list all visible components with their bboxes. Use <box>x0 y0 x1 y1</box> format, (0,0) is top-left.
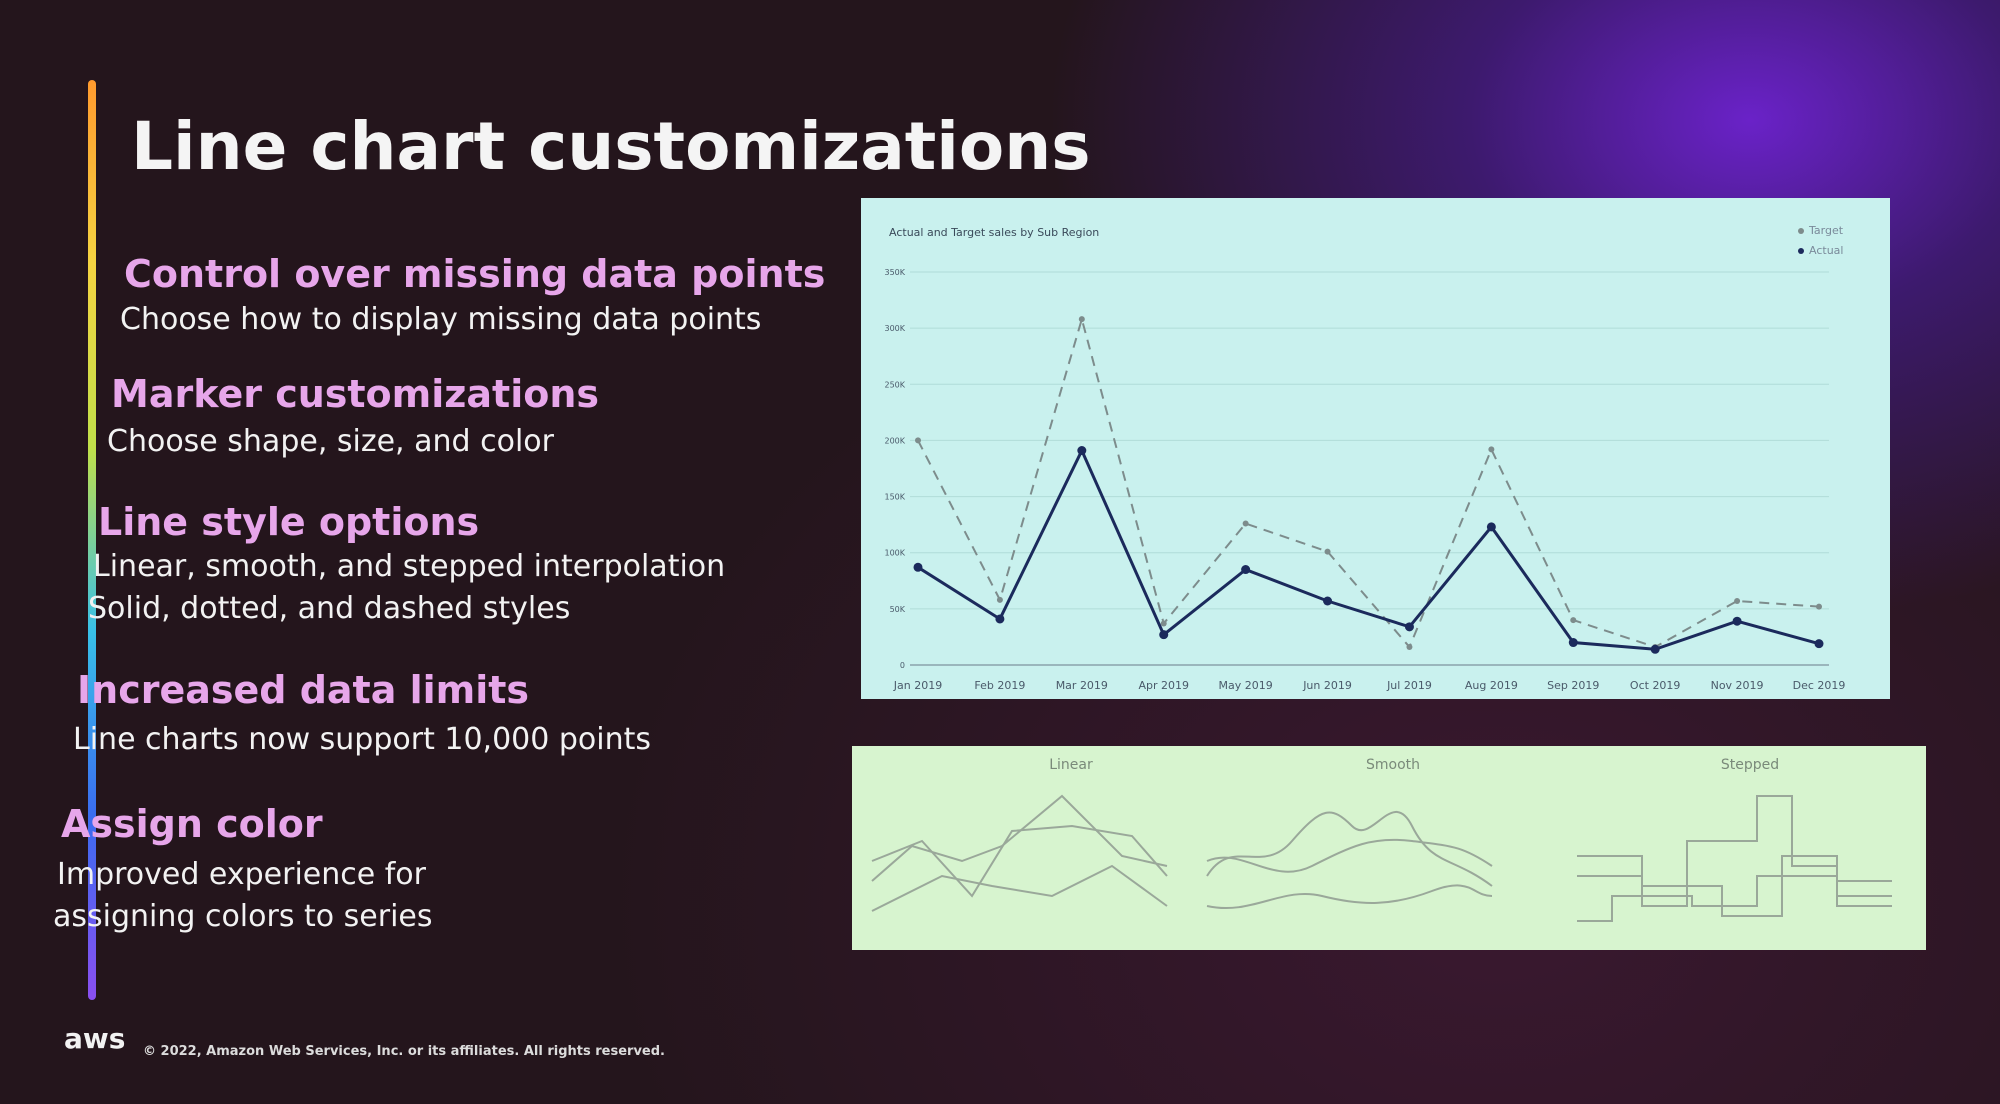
x-tick-label: Aug 2019 <box>1465 679 1518 692</box>
illustration-line <box>871 864 1168 912</box>
x-tick-label: Feb 2019 <box>974 679 1025 692</box>
chart-title: Actual and Target sales by Sub Region <box>889 226 1099 239</box>
legend-marker <box>1798 228 1804 234</box>
data-point <box>1404 622 1414 632</box>
x-tick-label: May 2019 <box>1219 679 1273 692</box>
series-line <box>917 446 1820 651</box>
data-point <box>915 437 921 444</box>
x-tick-label: Sep 2019 <box>1547 679 1599 692</box>
data-point <box>1734 597 1741 604</box>
data-point <box>1324 548 1331 555</box>
x-tick-label: Apr 2019 <box>1138 679 1189 692</box>
logo: aws <box>64 1022 126 1055</box>
data-point <box>1732 616 1742 626</box>
data-point <box>1241 565 1251 575</box>
data-point <box>1242 520 1249 527</box>
y-tick-label: 250K <box>884 380 905 389</box>
data-point <box>1570 617 1577 624</box>
illustration-line <box>1577 875 1892 922</box>
copyright: © 2022, Amazon Web Services, Inc. or its… <box>143 1044 665 1059</box>
x-tick-label: Jul 2019 <box>1386 679 1432 692</box>
x-tick-label: Mar 2019 <box>1056 679 1108 692</box>
data-point <box>1077 446 1087 456</box>
data-point <box>1486 522 1496 532</box>
data-point <box>1488 446 1495 453</box>
data-point <box>1814 639 1824 649</box>
data-point <box>1323 596 1333 606</box>
legend-label: Actual <box>1809 244 1843 257</box>
data-point <box>1159 630 1169 640</box>
feature-text: Line charts now support 10,000 points <box>73 722 652 757</box>
illustration-line <box>1206 884 1493 910</box>
slide-title: Line chart customizations <box>131 108 1091 185</box>
x-tick-label: Jan 2019 <box>893 679 942 692</box>
x-tick-label: Oct 2019 <box>1630 679 1681 692</box>
y-tick-label: 200K <box>884 436 905 445</box>
illustration-line <box>871 794 1168 882</box>
y-tick-label: 50K <box>890 605 906 614</box>
feature-heading: Marker customizations <box>111 372 600 416</box>
illustration-line <box>871 824 1168 898</box>
feature-text: Linear, smooth, and stepped interpolatio… <box>93 549 726 584</box>
interpolation-panel: Linear Smooth Stepped <box>852 746 1926 950</box>
illustration-line <box>1206 838 1493 873</box>
data-point <box>1406 644 1413 651</box>
y-tick-label: 300K <box>884 324 905 333</box>
feature-text: Improved experience for <box>57 857 426 892</box>
illustration-line <box>1577 795 1892 907</box>
feature-heading: Control over missing data points <box>124 252 826 296</box>
data-point <box>995 614 1005 624</box>
illustration-line <box>1206 810 1493 887</box>
x-tick-label: Jun 2019 <box>1302 679 1352 692</box>
data-point <box>913 562 923 572</box>
feature-text: Solid, dotted, and dashed styles <box>88 591 571 626</box>
feature-heading: Increased data limits <box>77 668 530 712</box>
feature-text: assigning colors to series <box>53 899 433 934</box>
x-tick-label: Nov 2019 <box>1711 679 1764 692</box>
panel-label: Smooth <box>1366 757 1420 773</box>
feature-heading: Assign color <box>61 802 323 846</box>
y-tick-label: 100K <box>884 549 905 558</box>
panel-label: Stepped <box>1721 757 1779 773</box>
x-tick-label: Dec 2019 <box>1793 679 1846 692</box>
feature-text: Choose how to display missing data point… <box>120 302 762 337</box>
data-point <box>1160 620 1167 627</box>
data-point <box>996 596 1003 603</box>
y-tick-label: 350K <box>884 268 905 277</box>
series-line <box>917 315 1820 649</box>
y-tick-label: 150K <box>884 493 905 502</box>
legend-label: Target <box>1808 224 1844 237</box>
data-point <box>1568 638 1578 648</box>
feature-heading: Line style options <box>98 500 480 544</box>
feature-text: Choose shape, size, and color <box>107 424 554 459</box>
panel-label: Linear <box>1049 757 1093 773</box>
accent-bar <box>88 80 96 1000</box>
chart: Actual and Target sales by Sub Region 0 5… <box>861 198 1890 699</box>
data-point <box>1650 644 1660 654</box>
y-tick-label: 0 <box>900 661 905 670</box>
legend-marker <box>1798 248 1804 254</box>
data-point <box>1816 603 1822 610</box>
data-point <box>1078 316 1085 323</box>
